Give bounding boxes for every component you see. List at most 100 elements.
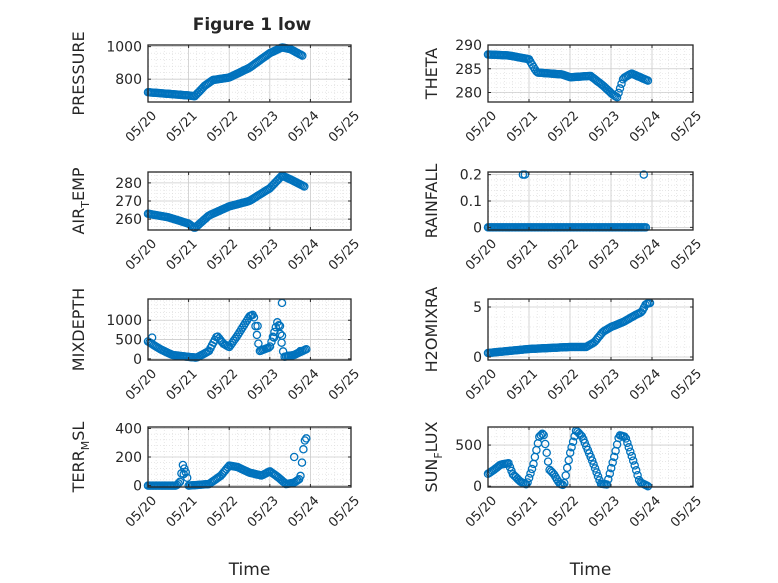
x-tick-label: 05/23 — [586, 493, 623, 530]
y-tick-label: 800 — [115, 72, 142, 88]
x-tick-label: 05/24 — [285, 108, 322, 145]
x-tick-label: 05/21 — [164, 493, 201, 530]
data-point — [568, 437, 578, 447]
x-tick-label: 05/25 — [326, 236, 363, 273]
data-point — [271, 177, 280, 187]
y-tick-label: 200 — [115, 450, 142, 466]
y-axis-label: PRESSURE — [69, 31, 88, 115]
data-point — [191, 90, 201, 100]
x-tick-label: 05/22 — [545, 108, 582, 145]
data-point — [524, 473, 534, 483]
data-point — [561, 471, 570, 480]
data-point — [623, 438, 632, 448]
data-point — [593, 472, 603, 481]
y-tick-label: 0 — [133, 479, 142, 495]
data-point — [296, 471, 305, 481]
y-tick-label: 500 — [115, 333, 142, 349]
x-tick-label: 05/25 — [668, 236, 705, 273]
x-tick-label: 05/23 — [245, 236, 282, 273]
y-tick-label: 0.2 — [460, 168, 482, 184]
x-tick-label: 05/22 — [204, 108, 241, 145]
data-point — [539, 430, 548, 440]
data-point — [505, 462, 515, 472]
data-point — [590, 464, 600, 473]
x-tick-label: 05/20 — [123, 108, 160, 145]
x-tick-label: 05/20 — [463, 236, 500, 273]
data-point — [527, 464, 537, 474]
data-point — [540, 439, 550, 449]
subplot-8: 05/20 05/21 05/22 05/23 05/24 05/25 0 500 SUNFLU… — [422, 421, 705, 580]
data-point — [543, 457, 553, 466]
subplot-6: 05/20 05/21 05/22 05/23 05/24 05/25 0 5 H2OMIXRA — [422, 287, 705, 404]
data-point — [179, 469, 188, 479]
data-point — [300, 436, 310, 445]
x-tick-label: 05/23 — [245, 108, 282, 145]
x-tick-label: 05/22 — [545, 366, 582, 403]
x-tick-label: 05/20 — [463, 366, 500, 403]
data-point — [193, 89, 202, 98]
data-point — [639, 170, 649, 179]
data-point — [641, 223, 651, 232]
data-point — [269, 333, 279, 342]
axes-box — [147, 44, 352, 103]
data-point — [627, 451, 637, 461]
x-tick-label: 05/21 — [164, 236, 201, 273]
data-point — [538, 429, 547, 439]
x-tick-label: 05/20 — [463, 493, 500, 530]
y-axis-label: TERRMSL — [69, 422, 92, 494]
data-point — [605, 469, 615, 478]
figure-title: Figure 1 low — [193, 15, 312, 35]
data-point — [298, 51, 307, 60]
data-point — [253, 321, 262, 331]
data-point — [277, 331, 287, 340]
data-point — [626, 447, 635, 456]
x-tick-label: 05/25 — [668, 493, 705, 530]
data-point — [589, 460, 598, 469]
y-axis-label: SUNFLUX — [422, 421, 445, 492]
data-point — [614, 88, 623, 98]
axes-box — [487, 298, 694, 361]
y-tick-label: 0 — [133, 352, 142, 368]
data-point — [630, 461, 639, 470]
data-point — [558, 480, 568, 490]
x-tick-label: 05/21 — [504, 236, 541, 273]
x-tick-label: 05/22 — [204, 236, 241, 273]
x-tick-label: 05/25 — [326, 493, 363, 530]
data-point — [565, 448, 575, 457]
data-point — [602, 480, 612, 489]
data-point — [615, 84, 625, 93]
y-tick-label: 1000 — [106, 313, 142, 329]
data-point — [300, 182, 309, 191]
x-tick-label: 05/21 — [504, 366, 541, 403]
y-tick-label: 270 — [115, 194, 142, 210]
x-tick-label: 05/24 — [285, 366, 322, 403]
y-tick-label: 285 — [455, 62, 482, 78]
data-point — [612, 92, 622, 102]
subplot-4: 05/20 05/21 05/22 05/23 05/24 05/25 0 0.1 0.2 RAI… — [422, 164, 705, 274]
data-point — [545, 465, 554, 475]
data-point — [536, 431, 546, 440]
data-point — [567, 442, 576, 452]
y-tick-label: 260 — [115, 212, 142, 228]
data-point — [526, 469, 535, 478]
axes-box — [147, 298, 352, 361]
y-axis-label: AIRTEMP — [69, 167, 92, 234]
x-tick-label: 05/24 — [285, 493, 322, 530]
x-tick-label: 05/20 — [123, 366, 160, 403]
x-tick-label: 05/21 — [164, 366, 201, 403]
x-axis-label: Time — [569, 560, 612, 580]
subplot-5: 05/20 05/21 05/22 05/23 05/24 05/25 0 500 1000 MI… — [69, 288, 363, 404]
x-tick-label: 05/22 — [545, 493, 582, 530]
x-tick-label: 05/23 — [245, 366, 282, 403]
data-point — [252, 330, 262, 340]
data-point — [592, 468, 601, 477]
data-point — [297, 458, 307, 467]
data-point — [606, 463, 616, 473]
y-tick-label: 280 — [115, 176, 142, 192]
y-tick-label: 400 — [115, 421, 142, 437]
x-tick-label: 05/24 — [285, 236, 322, 273]
subplot-3: 05/20 05/21 05/22 05/23 05/24 05/25 260 270 280 A… — [69, 167, 363, 273]
y-tick-label: 0 — [473, 350, 482, 366]
x-tick-label: 05/22 — [204, 493, 241, 530]
data-point — [265, 342, 275, 351]
